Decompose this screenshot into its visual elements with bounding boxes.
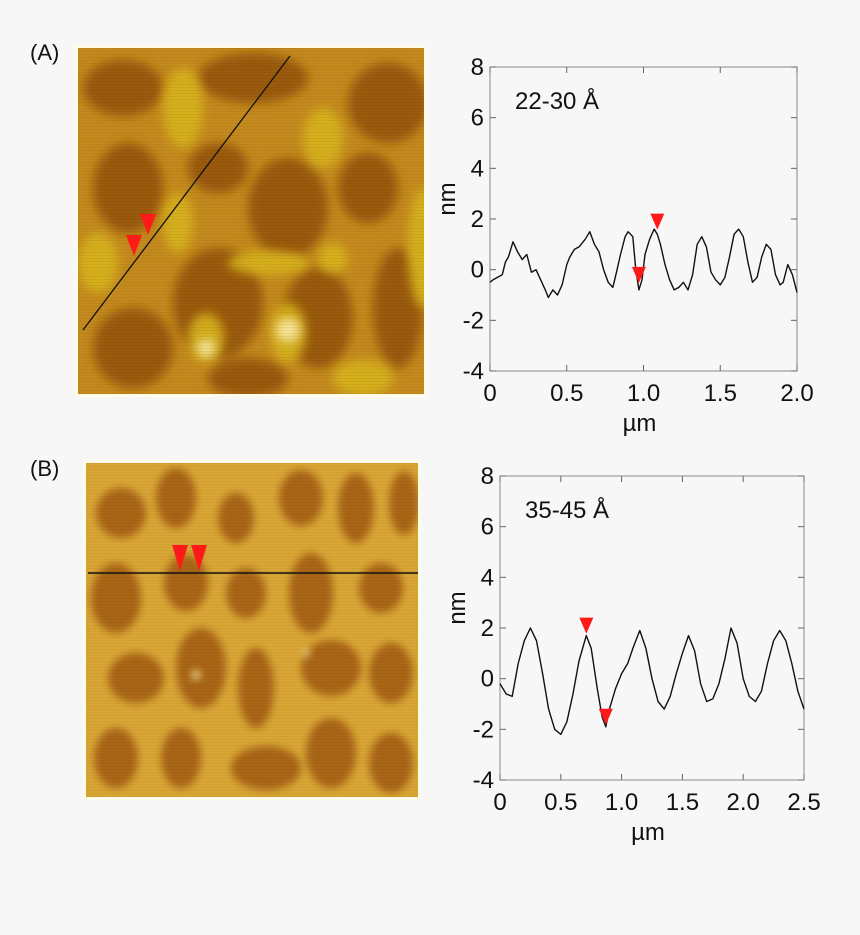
profile-marker-triangle	[598, 708, 613, 725]
y-tick-label: -4	[463, 358, 484, 385]
x-tick-label: 1.0	[627, 380, 660, 407]
plot-frame-a	[489, 66, 798, 372]
afm-topography-image-b	[83, 460, 421, 800]
profile-marker-triangle	[579, 617, 594, 634]
height-profile-line	[499, 627, 805, 736]
afm-image-a-svg	[78, 48, 424, 394]
x-axis-label: µm	[623, 410, 657, 437]
y-tick-label: -2	[463, 307, 484, 334]
height-profile-line	[489, 228, 798, 299]
x-tick-label: 1.5	[704, 380, 737, 407]
y-tick-label: -2	[473, 716, 494, 743]
plot-frame-b	[499, 475, 805, 781]
x-tick-label: 2.0	[780, 380, 813, 407]
y-tick-label: 8	[481, 463, 494, 490]
x-tick-label: 0.5	[550, 380, 583, 407]
x-tick-label: 1.5	[666, 789, 699, 816]
profile-marker-triangle	[650, 213, 665, 230]
panel-label-b: (B)	[30, 456, 60, 481]
profile-line-a	[82, 55, 291, 331]
x-tick-label: 0.5	[544, 789, 577, 816]
y-tick-label: 6	[471, 105, 484, 132]
y-tick-label: 2	[481, 615, 494, 642]
profile-marker-b2	[191, 545, 207, 571]
y-tick-label: 2	[471, 206, 484, 233]
x-tick-label: 1.0	[605, 789, 638, 816]
profile-marker-a2	[140, 214, 156, 235]
y-tick-label: 0	[471, 257, 484, 284]
thickness-annotation: 22-30 Å	[515, 87, 599, 115]
y-tick-label: 8	[471, 54, 484, 81]
panel-label-a: (A)	[30, 40, 60, 65]
x-tick-label: 2.5	[787, 789, 820, 816]
y-tick-label: 0	[481, 666, 494, 693]
y-axis-label: nm	[444, 591, 471, 624]
x-tick-label: 0	[493, 789, 506, 816]
y-axis-label: nm	[434, 182, 461, 215]
y-tick-label: 4	[471, 155, 484, 182]
x-axis-label: µm	[631, 819, 665, 846]
profile-marker-triangle	[631, 266, 646, 283]
afm-image-b-svg	[86, 463, 418, 797]
profile-marker-b1	[172, 545, 188, 571]
x-tick-label: 2.0	[727, 789, 760, 816]
y-tick-label: 4	[481, 564, 494, 591]
y-tick-label: -4	[473, 767, 494, 794]
afm-topography-image-a	[75, 45, 427, 397]
y-tick-label: 6	[481, 514, 494, 541]
profile-marker-a1	[126, 235, 142, 256]
thickness-annotation: 35-45 Å	[525, 496, 609, 524]
x-tick-label: 0	[483, 380, 496, 407]
